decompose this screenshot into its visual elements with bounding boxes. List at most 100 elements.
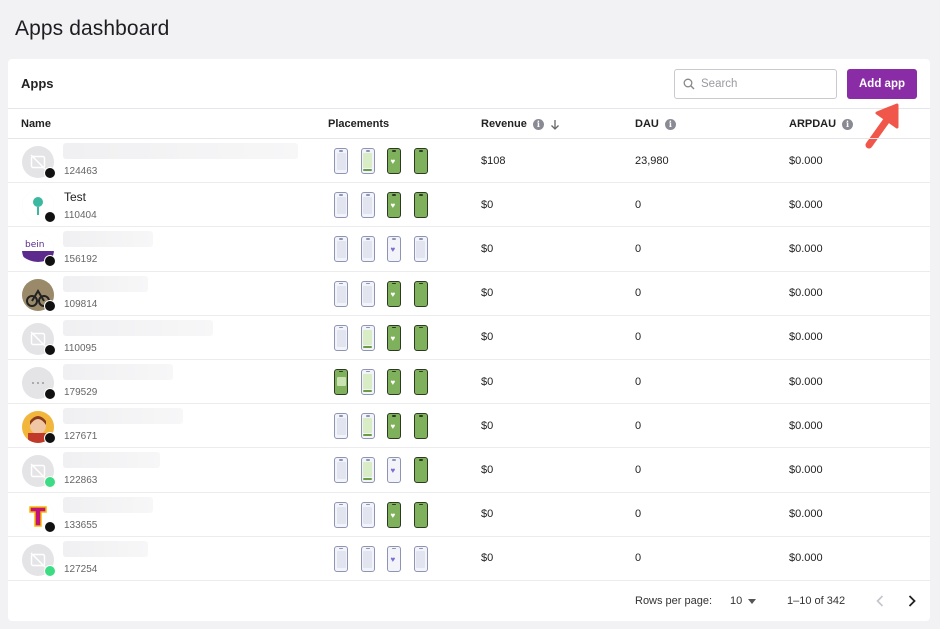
placement-phone-icon[interactable]: [413, 148, 428, 174]
placement-phone-icon[interactable]: ♥: [387, 457, 401, 484]
placement-phone-icon[interactable]: [413, 280, 428, 307]
placement-phone-icon[interactable]: [360, 192, 375, 219]
search-box[interactable]: [674, 69, 837, 99]
column-placements-label: Placements: [328, 118, 390, 130]
revenue-value: $0: [481, 419, 494, 432]
arpdau-value: $0.000: [789, 463, 823, 476]
app-name-redacted: [63, 231, 153, 248]
app-name-redacted: [63, 496, 153, 513]
column-name-label: Name: [21, 118, 51, 130]
table-footer: Rows per page: 10 1–10 of 342: [8, 581, 930, 621]
arpdau-value: $0.000: [789, 242, 823, 255]
placement-phone-icon[interactable]: ♥: [387, 148, 401, 174]
placement-phone-icon[interactable]: ♥: [387, 545, 401, 572]
placement-phone-icon[interactable]: [413, 413, 428, 440]
placement-phone-icon[interactable]: [413, 192, 428, 219]
placement-phone-icon[interactable]: [334, 192, 348, 219]
rows-per-page-select[interactable]: 10: [730, 595, 757, 607]
placements: ♥: [334, 324, 428, 351]
arpdau-value: $0.000: [789, 419, 823, 432]
placement-phone-icon[interactable]: [360, 501, 375, 528]
placement-phone-icon[interactable]: ♥: [387, 368, 401, 395]
revenue-value: $108: [481, 154, 506, 167]
placements: ♥: [334, 368, 428, 395]
placement-phone-icon[interactable]: ♥: [387, 280, 401, 307]
apps-card: Apps Add app Name Placements Revenue i D…: [8, 59, 930, 621]
table-row[interactable]: 124463 ♥ $108 23,980 $0.000: [8, 139, 930, 184]
table-row[interactable]: 122863 ♥ $0 0 $0.000: [8, 448, 930, 493]
info-icon[interactable]: i: [532, 118, 544, 130]
info-icon[interactable]: i: [842, 118, 854, 130]
rows-per-page-label: Rows per page:: [635, 595, 713, 607]
placement-phone-icon[interactable]: ♥: [387, 236, 401, 263]
revenue-value: $0: [481, 287, 494, 300]
placements: ♥: [334, 236, 428, 263]
arpdau-value: $0.000: [789, 154, 823, 167]
bike-avatar-icon: [22, 278, 54, 311]
table-row[interactable]: 127254 ♥ $0 0 $0.000: [8, 537, 930, 581]
column-name[interactable]: Name: [21, 118, 51, 130]
app-id: 110404: [64, 210, 97, 222]
placement-phone-icon[interactable]: [413, 501, 428, 528]
table-row[interactable]: 110095 ♥ $0 0 $0.000: [8, 316, 930, 360]
placement-phone-icon[interactable]: [360, 236, 375, 263]
placement-phone-icon[interactable]: [334, 236, 348, 263]
column-arpdau[interactable]: ARPDAU i: [789, 118, 854, 130]
placement-phone-icon[interactable]: [413, 457, 428, 484]
chevron-left-icon[interactable]: [876, 595, 884, 607]
placement-phone-icon[interactable]: [334, 501, 348, 528]
placement-phone-icon[interactable]: [360, 148, 375, 174]
table-row[interactable]: 133655 ♥ $0 0 $0.000: [8, 493, 930, 537]
placement-phone-icon[interactable]: ♥: [387, 501, 401, 528]
table-row[interactable]: Test 110404 ♥ $0 0 $0.000: [8, 183, 930, 228]
app-avatar: [22, 411, 54, 444]
revenue-value: $0: [481, 242, 494, 255]
app-avatar: [22, 190, 54, 223]
sort-down-icon[interactable]: [550, 119, 560, 130]
column-placements[interactable]: Placements: [328, 118, 389, 130]
placement-phone-icon[interactable]: ♥: [387, 324, 401, 351]
column-revenue[interactable]: Revenue i: [481, 118, 560, 130]
chevron-right-icon[interactable]: [908, 595, 916, 607]
placement-phone-icon[interactable]: [334, 280, 348, 307]
search-input[interactable]: [701, 78, 821, 90]
placement-phone-icon[interactable]: [360, 457, 375, 484]
placement-phone-icon[interactable]: [334, 368, 348, 395]
placement-phone-icon[interactable]: [334, 324, 348, 351]
dau-value: 0: [635, 242, 642, 255]
placement-phone-icon[interactable]: [360, 413, 375, 440]
apple-icon: [44, 387, 56, 400]
placement-phone-icon[interactable]: [334, 148, 348, 174]
search-icon: [683, 78, 695, 90]
placement-phone-icon[interactable]: [413, 236, 428, 263]
placement-phone-icon[interactable]: [360, 368, 375, 395]
placements: ♥: [334, 192, 428, 219]
placement-phone-icon[interactable]: [413, 368, 428, 395]
placement-phone-icon[interactable]: ♥: [387, 413, 401, 440]
placement-phone-icon[interactable]: [334, 457, 348, 484]
app-id: 133655: [64, 519, 98, 531]
info-icon[interactable]: i: [664, 118, 676, 130]
placement-phone-icon[interactable]: [360, 280, 375, 307]
table-row[interactable]: 109814 ♥ $0 0 $0.000: [8, 272, 930, 316]
column-dau[interactable]: DAU i: [635, 118, 676, 130]
placement-phone-icon[interactable]: [334, 545, 348, 572]
placement-phone-icon[interactable]: [360, 545, 375, 572]
arpdau-value: $0.000: [789, 331, 823, 344]
placement-phone-icon[interactable]: [413, 324, 428, 351]
placement-phone-icon[interactable]: [360, 324, 375, 351]
table-row[interactable]: 127671 ♥ $0 0 $0.000: [8, 404, 930, 449]
table-row[interactable]: bein 156192 ♥ $0 0 $0.000: [8, 227, 930, 272]
dau-value: 0: [635, 331, 642, 344]
dau-value: 0: [635, 419, 642, 432]
table-row[interactable]: 179529 ♥ $0 0 $0.000: [8, 360, 930, 405]
placement-phone-icon[interactable]: [413, 545, 428, 572]
placement-phone-icon[interactable]: ♥: [387, 192, 401, 219]
table-header: Name Placements Revenue i DAU i ARPDAU i: [8, 109, 930, 139]
arpdau-value: $0.000: [789, 287, 823, 300]
add-app-button[interactable]: Add app: [847, 69, 917, 99]
image-placeholder-icon: [30, 463, 46, 479]
placements: ♥: [334, 545, 428, 572]
placement-phone-icon[interactable]: [334, 413, 348, 440]
app-name[interactable]: Test: [64, 190, 87, 205]
